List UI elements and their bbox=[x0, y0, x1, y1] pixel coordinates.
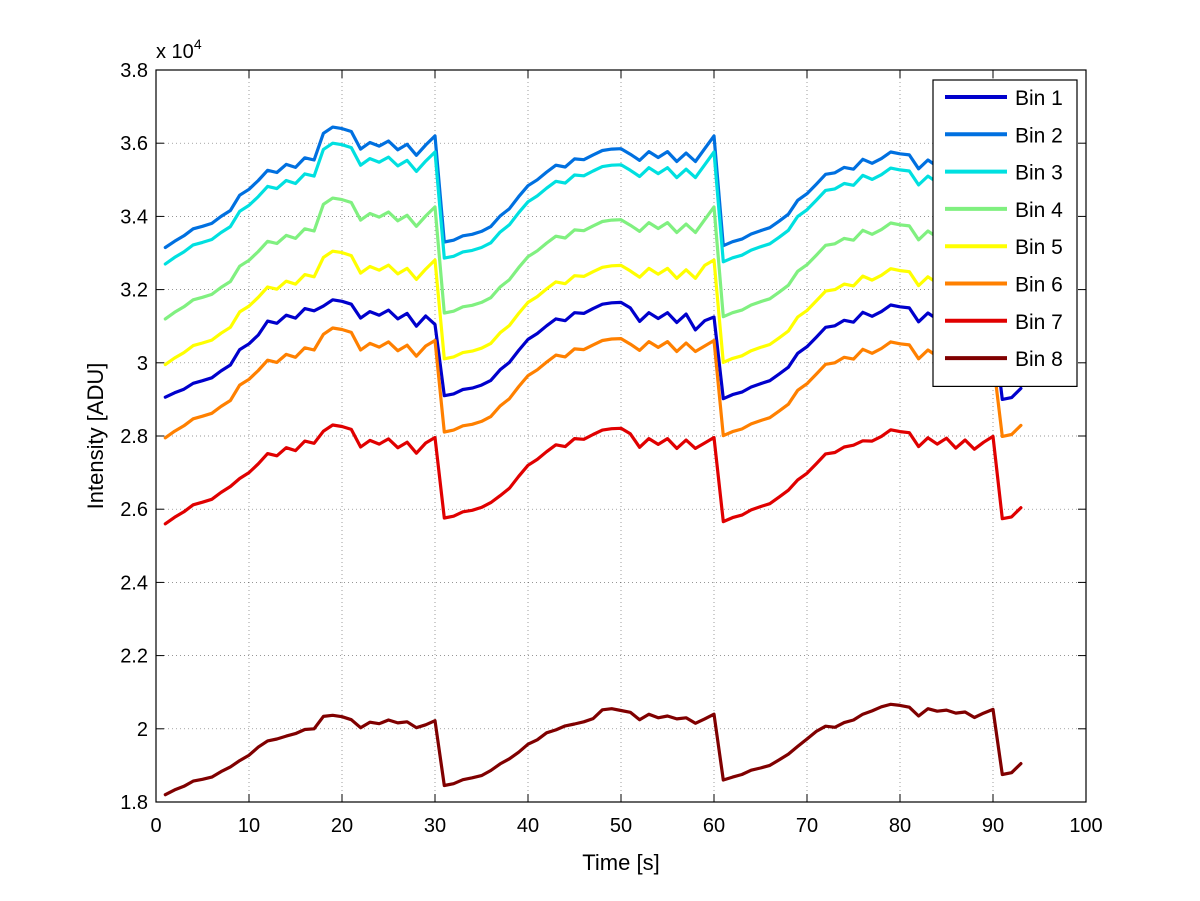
series-layer bbox=[163, 125, 1023, 797]
series-line-bin-7 bbox=[163, 423, 1023, 526]
x-tick-label: 30 bbox=[424, 815, 446, 837]
legend-label: Bin 2 bbox=[1015, 124, 1063, 147]
x-tick-label: 50 bbox=[610, 815, 632, 837]
x-tick-label: 100 bbox=[1069, 815, 1102, 837]
y-tick-label: 1.8 bbox=[120, 792, 148, 814]
series-line-bin-4 bbox=[163, 196, 1023, 321]
y-axis-label: Intensity [ADU] bbox=[83, 363, 108, 510]
y-tick-label: 3.4 bbox=[120, 206, 148, 228]
x-tick-label: 90 bbox=[982, 815, 1004, 837]
x-tick-label: 60 bbox=[703, 815, 725, 837]
legend-label: Bin 6 bbox=[1015, 274, 1063, 297]
y-tick-labels: 1.8 2 2.2 2.4 2.6 2.8 3 3.2 3.4 3.6 3.8 bbox=[120, 60, 148, 814]
legend-label: Bin 1 bbox=[1015, 87, 1063, 110]
series-line-bin-8 bbox=[163, 702, 1023, 797]
series-line-bin-1 bbox=[163, 298, 1023, 401]
series-line-bin-3 bbox=[163, 141, 1023, 266]
y-tick-label: 2 bbox=[137, 719, 148, 741]
series-line-bin-5 bbox=[163, 249, 1023, 367]
x-tick-label: 70 bbox=[796, 815, 818, 837]
y-exponent-power: 4 bbox=[194, 36, 202, 52]
x-tick-labels: 0 10 20 30 40 50 60 70 80 90 100 bbox=[150, 815, 1102, 837]
legend-label: Bin 4 bbox=[1015, 199, 1063, 222]
x-tick-label: 40 bbox=[517, 815, 539, 837]
x-axis-label: Time [s] bbox=[582, 850, 659, 875]
y-tick-label: 3.6 bbox=[120, 133, 148, 155]
legend-label: Bin 7 bbox=[1015, 311, 1063, 334]
legend-label: Bin 8 bbox=[1015, 348, 1063, 371]
grid bbox=[156, 70, 1086, 802]
y-exponent-base: x 10 bbox=[156, 41, 194, 63]
y-tick-label: 2.4 bbox=[120, 572, 148, 594]
y-tick-label: 3.8 bbox=[120, 60, 148, 82]
y-tick-label: 3.2 bbox=[120, 280, 148, 302]
series-line-bin-2 bbox=[163, 125, 1023, 250]
series-line-bin-6 bbox=[163, 326, 1023, 440]
y-tick-label: 2.2 bbox=[120, 646, 148, 668]
legend: Bin 1 Bin 2 Bin 3 Bin 4 Bin 5 Bin 6 Bin 7 Bin 8 bbox=[932, 79, 1078, 387]
legend-box bbox=[932, 79, 1078, 387]
x-tick-label: 80 bbox=[889, 815, 911, 837]
y-exponent-label: x 104 bbox=[156, 36, 202, 63]
y-tick-label: 3 bbox=[137, 353, 148, 375]
legend-label: Bin 5 bbox=[1015, 236, 1063, 259]
ticks bbox=[155, 69, 1087, 803]
x-tick-label: 0 bbox=[150, 815, 161, 837]
y-tick-label: 2.6 bbox=[120, 499, 148, 521]
y-tick-label: 2.8 bbox=[120, 426, 148, 448]
legend-label: Bin 3 bbox=[1015, 162, 1063, 185]
x-tick-label: 20 bbox=[331, 815, 353, 837]
x-tick-label: 10 bbox=[238, 815, 260, 837]
